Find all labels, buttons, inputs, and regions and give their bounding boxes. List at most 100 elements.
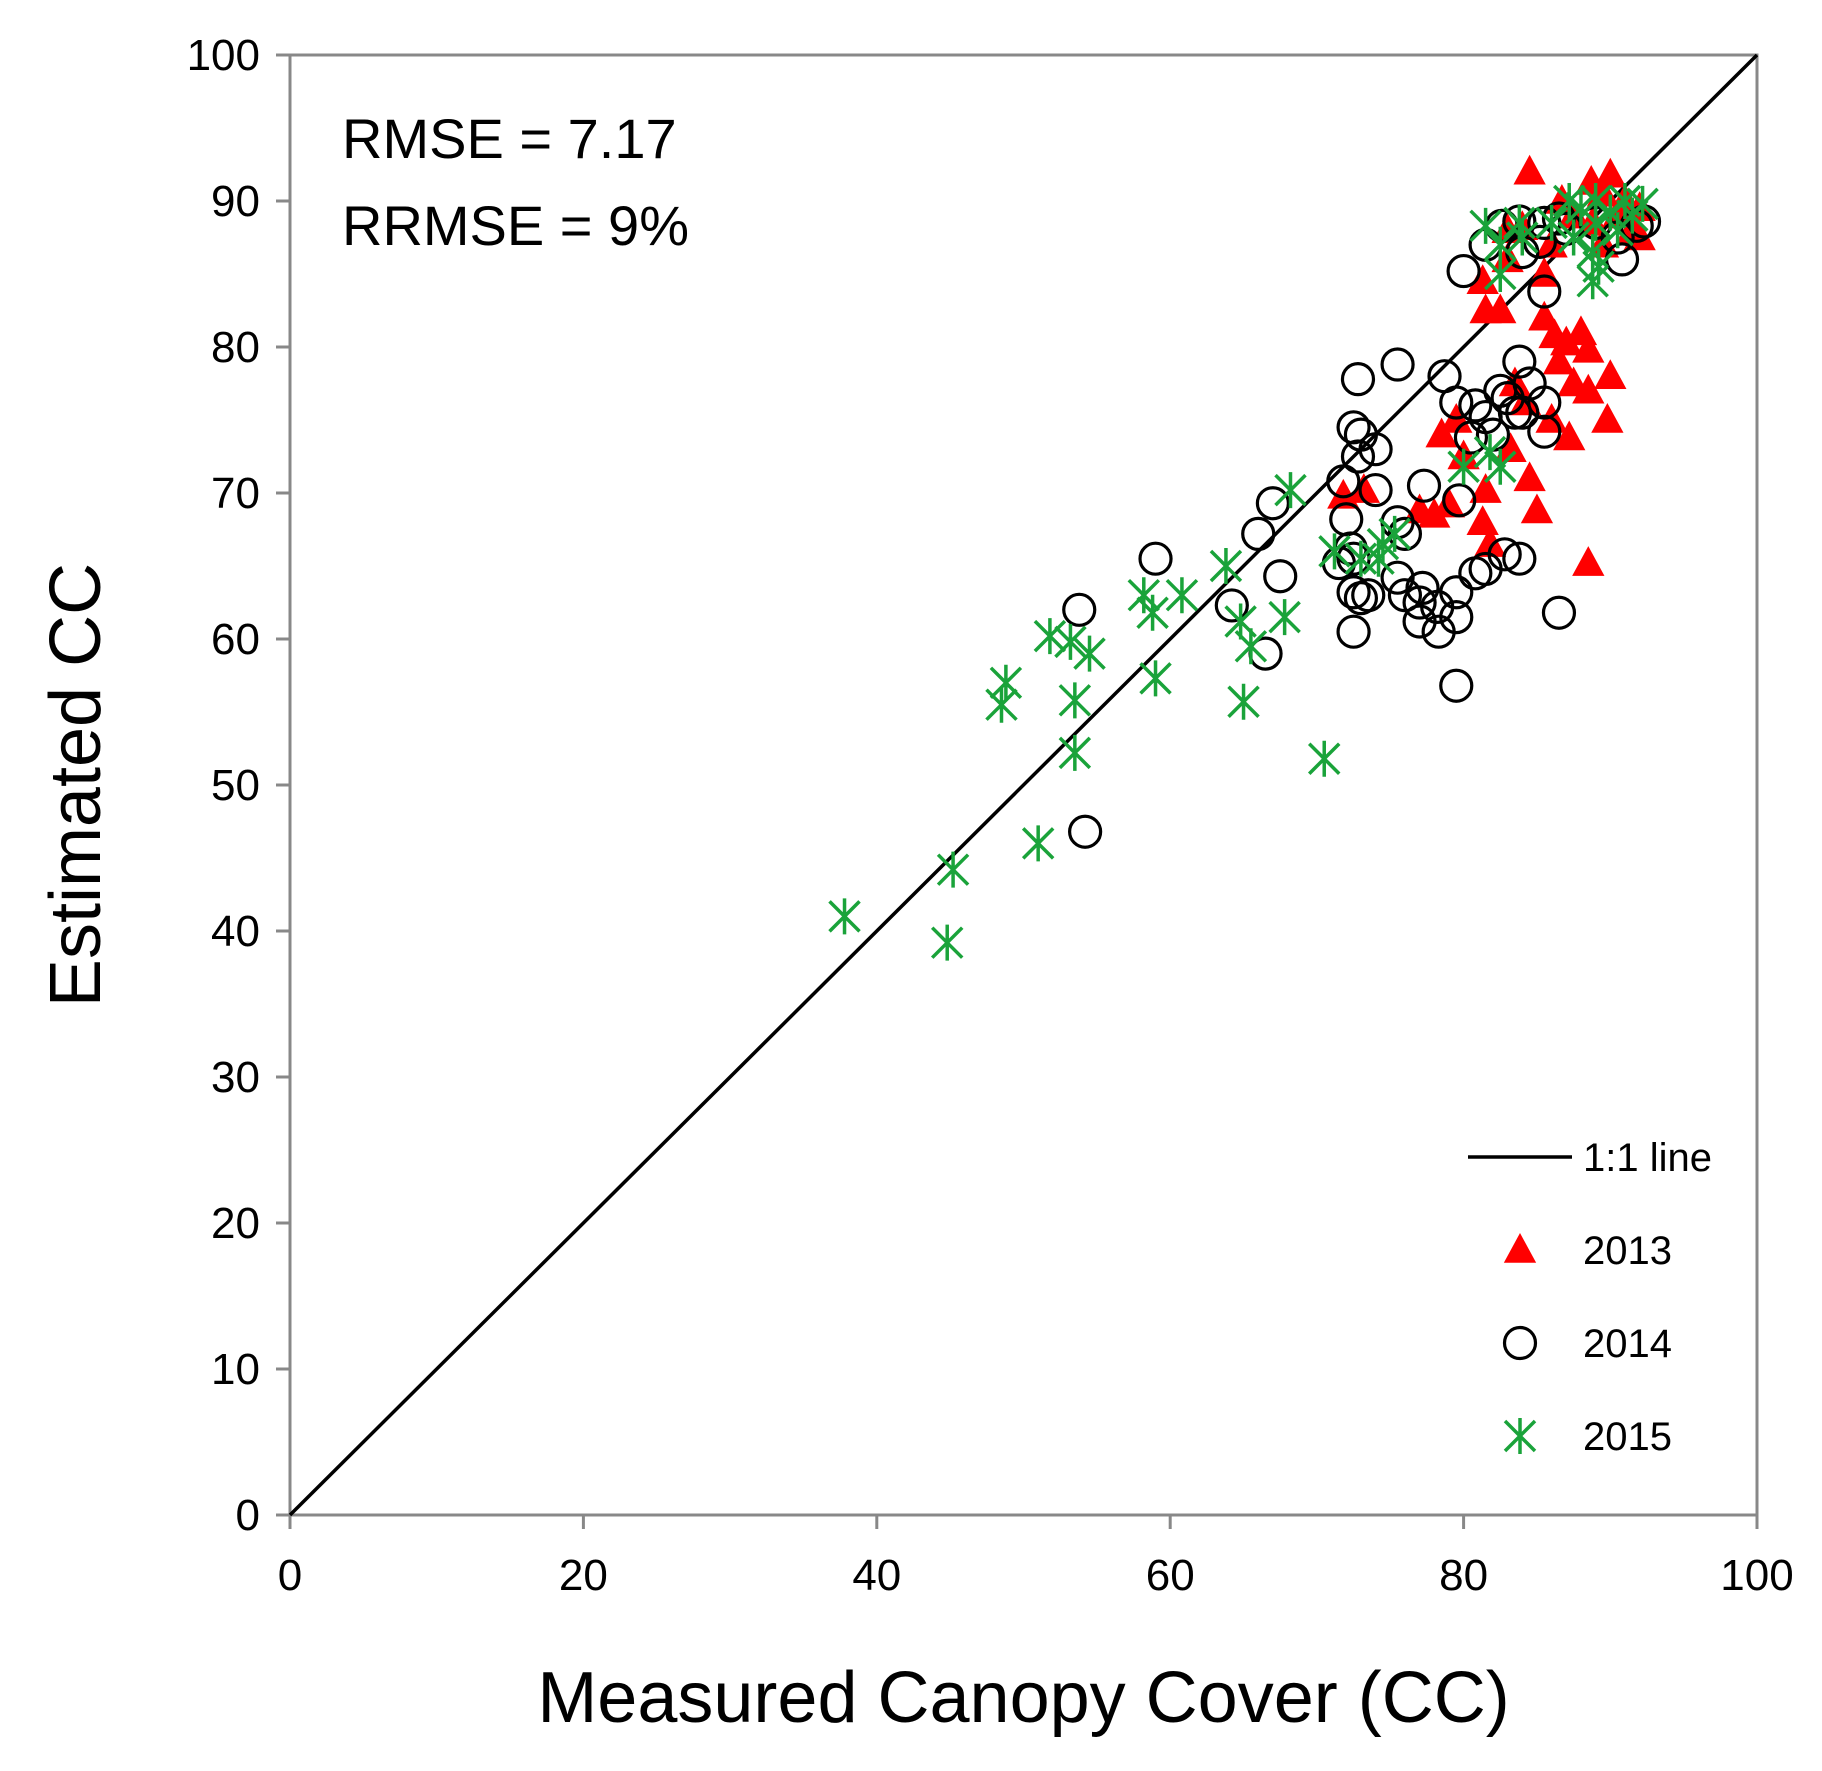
data-point-2014	[1214, 588, 1249, 623]
y-tick-label: 40	[211, 907, 260, 956]
y-axis-title: Estimated CC	[36, 563, 116, 1007]
data-point-2015	[1318, 533, 1351, 570]
data-point-2014	[1604, 242, 1640, 277]
y-tick-label: 50	[211, 761, 260, 810]
data-point-2013	[1327, 478, 1360, 509]
data-point-2014	[1505, 395, 1540, 430]
data-point-2015	[1506, 219, 1539, 256]
data-point-2015	[1535, 204, 1568, 241]
data-point-2013	[1542, 344, 1576, 375]
data-point-2015	[1484, 256, 1517, 292]
data-point-2015	[930, 924, 964, 961]
legend-label-1-1-line: 1:1 line	[1583, 1136, 1712, 1180]
data-point-2015	[1058, 682, 1092, 719]
one-to-one-line	[288, 53, 1759, 1517]
data-point-2014	[1138, 541, 1173, 576]
data-point-2013	[1591, 403, 1624, 433]
data-point-2013	[1572, 332, 1605, 363]
data-point-2015	[1576, 263, 1609, 300]
data-point-2013	[1469, 473, 1502, 503]
data-point-2013	[1425, 417, 1458, 448]
data-point-2013	[1347, 473, 1380, 503]
data-point-2014	[1351, 578, 1386, 613]
y-tick-label: 60	[211, 615, 260, 664]
data-point-2014	[1402, 585, 1437, 620]
data-point-2014	[1358, 472, 1393, 508]
data-point-2013	[1594, 157, 1627, 188]
data-point-2015	[1139, 660, 1172, 697]
data-point-2014	[1340, 439, 1376, 474]
data-point-2015	[1378, 515, 1411, 552]
data-point-2014	[1326, 464, 1361, 499]
data-point-2013	[1594, 359, 1627, 389]
data-point-2014	[1446, 253, 1481, 289]
legend-label-2013: 2013	[1583, 1229, 1672, 1273]
data-point-2015	[1073, 635, 1106, 672]
data-point-2014	[1387, 516, 1423, 551]
data-point-2014	[1380, 347, 1415, 382]
axes: 0 10 20 30 40 50 60 70 80 90 100 0 20 40 60 80 100	[187, 31, 1794, 1600]
data-point-2015	[989, 664, 1023, 701]
y-tick-label: 10	[211, 1345, 260, 1394]
data-point-2015	[1344, 540, 1378, 577]
data-point-2013	[1432, 487, 1466, 518]
data-point-2015	[1033, 618, 1067, 655]
data-point-2015	[1268, 599, 1301, 636]
data-point-2014	[1527, 385, 1562, 420]
data-point-2013	[1513, 154, 1546, 185]
data-point-2014	[1241, 516, 1276, 551]
data-point-2015	[1362, 540, 1395, 577]
data-point-2015	[1616, 197, 1649, 234]
data-point-2013	[1572, 373, 1605, 404]
x-tick-label: 60	[1146, 1551, 1195, 1600]
data-point-2014	[1527, 414, 1562, 449]
y-tick-label: 30	[211, 1053, 260, 1102]
data-point-2013	[1494, 432, 1527, 462]
data-point-2013	[1513, 461, 1546, 492]
legend-swatch-2014	[1502, 1325, 1538, 1361]
data-point-2014	[1497, 395, 1533, 430]
legend-label-2014: 2014	[1583, 1322, 1672, 1366]
data-points	[828, 154, 1662, 961]
data-point-2014	[1358, 432, 1393, 467]
data-point-2013	[1466, 264, 1499, 295]
data-point-2014	[1453, 420, 1489, 455]
x-tick-label: 100	[1720, 1551, 1793, 1600]
data-point-2014	[1062, 592, 1097, 627]
data-point-2015	[1227, 683, 1260, 720]
data-point-2015	[985, 686, 1018, 723]
data-point-2014	[1255, 486, 1290, 521]
y-tick-label: 100	[187, 31, 260, 80]
data-point-2013	[1466, 505, 1499, 535]
data-point-2013	[1484, 293, 1517, 324]
data-point-2015	[1054, 623, 1087, 660]
data-point-2015	[1557, 219, 1590, 256]
data-point-2014	[1527, 274, 1562, 309]
data-point-2014	[1541, 201, 1577, 236]
x-tick-label: 20	[559, 1551, 608, 1600]
legend-swatch-2013	[1503, 1233, 1537, 1263]
data-point-2014	[1068, 814, 1103, 849]
y-tick-label: 0	[236, 1491, 260, 1540]
data-point-2014	[1442, 483, 1477, 518]
data-point-2014	[1336, 575, 1371, 610]
data-point-2015	[1579, 204, 1612, 241]
x-tick-label: 40	[852, 1551, 901, 1600]
data-point-2015	[1274, 472, 1307, 509]
data-point-2015	[1136, 594, 1169, 631]
data-point-2015	[1234, 628, 1268, 665]
data-point-2014	[1439, 668, 1474, 703]
legend-swatch-2015	[1503, 1418, 1537, 1454]
data-point-2015	[936, 851, 970, 888]
data-point-2014	[1406, 468, 1442, 503]
data-point-2015	[1447, 448, 1480, 485]
data-point-2014	[1421, 614, 1456, 649]
data-point-2014	[1502, 541, 1537, 576]
series-2014	[1062, 201, 1662, 849]
y-tick-label: 70	[211, 469, 260, 518]
stats-annotations: RMSE = 7.17 RRMSE = 9%	[342, 107, 689, 257]
x-tick-label: 80	[1439, 1551, 1488, 1600]
data-point-2014	[1336, 614, 1371, 649]
data-point-2014	[1458, 388, 1493, 423]
